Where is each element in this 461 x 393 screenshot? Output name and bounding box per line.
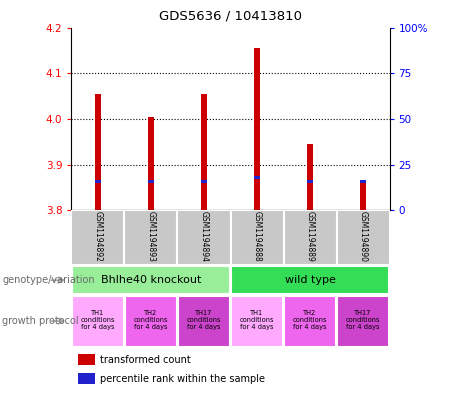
- Text: wild type: wild type: [284, 275, 336, 285]
- Bar: [201, 94, 207, 210]
- Text: Bhlhe40 knockout: Bhlhe40 knockout: [101, 275, 201, 285]
- Text: GSM1194894: GSM1194894: [200, 211, 208, 262]
- Bar: [231, 266, 389, 294]
- Text: TH2
conditions
for 4 days: TH2 conditions for 4 days: [293, 310, 327, 330]
- Bar: [95, 180, 101, 183]
- Text: GDS5636 / 10413810: GDS5636 / 10413810: [159, 10, 302, 23]
- Text: TH17
conditions
for 4 days: TH17 conditions for 4 days: [187, 310, 221, 330]
- Bar: [71, 210, 124, 265]
- Bar: [360, 180, 366, 210]
- Text: GSM1194888: GSM1194888: [253, 211, 261, 262]
- Bar: [284, 296, 336, 347]
- Text: GSM1194890: GSM1194890: [359, 211, 367, 262]
- Bar: [201, 180, 207, 183]
- Bar: [284, 210, 337, 265]
- Bar: [72, 266, 230, 294]
- Bar: [148, 180, 154, 183]
- Bar: [337, 210, 390, 265]
- Text: TH17
conditions
for 4 days: TH17 conditions for 4 days: [346, 310, 380, 330]
- Text: genotype/variation: genotype/variation: [2, 275, 95, 285]
- Text: growth protocol: growth protocol: [2, 316, 79, 326]
- Bar: [230, 210, 284, 265]
- Text: TH1
conditions
for 4 days: TH1 conditions for 4 days: [240, 310, 274, 330]
- Text: GSM1194893: GSM1194893: [147, 211, 155, 262]
- Text: GSM1194892: GSM1194892: [94, 211, 102, 262]
- Bar: [78, 373, 95, 384]
- Bar: [125, 296, 177, 347]
- Bar: [307, 180, 313, 183]
- Bar: [78, 354, 95, 365]
- Bar: [307, 144, 313, 210]
- Bar: [95, 94, 101, 210]
- Bar: [178, 296, 230, 347]
- Bar: [72, 296, 124, 347]
- Text: TH2
conditions
for 4 days: TH2 conditions for 4 days: [134, 310, 168, 330]
- Bar: [254, 176, 260, 179]
- Bar: [177, 210, 230, 265]
- Text: GSM1194889: GSM1194889: [306, 211, 314, 262]
- Bar: [124, 210, 177, 265]
- Text: TH1
conditions
for 4 days: TH1 conditions for 4 days: [81, 310, 115, 330]
- Bar: [231, 296, 283, 347]
- Text: transformed count: transformed count: [100, 355, 191, 365]
- Bar: [148, 117, 154, 210]
- Text: percentile rank within the sample: percentile rank within the sample: [100, 374, 265, 384]
- Bar: [337, 296, 389, 347]
- Bar: [360, 180, 366, 183]
- Bar: [254, 48, 260, 210]
